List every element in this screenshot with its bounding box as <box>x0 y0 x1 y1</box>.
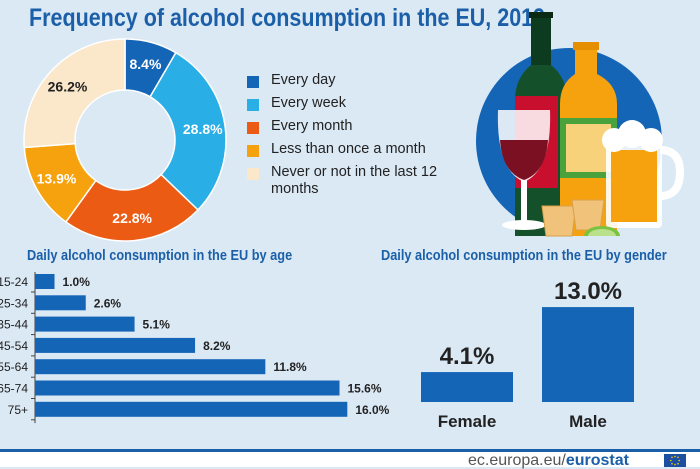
legend-swatch <box>247 99 259 111</box>
gender-value-label: 4.1% <box>440 343 495 370</box>
legend-swatch <box>247 145 259 157</box>
age-bar <box>35 401 348 417</box>
footer: ec.europa.eu/eurostat <box>0 449 700 469</box>
age-tick-label: 65-74 <box>0 382 28 396</box>
age-tick-label: 45-54 <box>0 339 28 353</box>
legend-swatch <box>247 122 259 134</box>
age-chart-title: Daily alcohol consumption in the EU by a… <box>27 248 293 264</box>
legend-swatch <box>247 76 259 88</box>
legend-label: Every month <box>271 118 353 134</box>
age-tick-label: 35-44 <box>0 318 28 332</box>
age-value-label: 2.6% <box>94 296 122 310</box>
footer-brand: eurostat <box>565 452 629 469</box>
legend-label: Every week <box>271 95 346 111</box>
footer-domain: ec.europa.eu/ <box>468 452 566 469</box>
age-bar <box>35 337 196 353</box>
gender-bar <box>421 372 513 402</box>
legend-label: Less than once a month <box>271 141 426 157</box>
age-bar <box>35 295 86 311</box>
page-title: Frequency of alcohol consumption in the … <box>29 4 546 32</box>
legend-label: Every day <box>271 72 336 88</box>
gender-value-label: 13.0% <box>554 278 622 305</box>
gender-bar <box>542 307 634 402</box>
age-bar <box>35 274 55 289</box>
donut-slice-every-month <box>64 173 199 242</box>
age-bar <box>35 359 266 375</box>
age-bar <box>35 316 135 332</box>
legend-swatch <box>247 168 259 180</box>
donut-label-never: 26.2% <box>48 79 88 95</box>
wine-glass-icon <box>497 110 551 230</box>
donut-label-less-than-monthly: 13.9% <box>37 170 77 186</box>
gender-chart-title: Daily alcohol consumption in the EU by g… <box>381 248 667 264</box>
donut-label-every-day: 8.4% <box>129 56 161 72</box>
age-tick-label: 75+ <box>8 403 28 417</box>
donut-slice-every-week <box>149 51 227 211</box>
age-tick-label: 55-64 <box>0 360 28 374</box>
gender-category-label: Female <box>438 412 497 431</box>
shot-glass-icon <box>541 199 605 237</box>
donut-label-every-month: 22.8% <box>112 210 152 226</box>
age-value-label: 11.8% <box>273 360 307 374</box>
donut-slice-never <box>23 38 126 149</box>
footer-link[interactable]: ec.europa.eu/eurostat <box>468 452 629 469</box>
eu-flag-icon <box>664 454 686 467</box>
beer-mug-icon <box>602 120 685 228</box>
age-value-label: 5.1% <box>143 318 171 332</box>
age-value-label: 16.0% <box>355 403 389 417</box>
lime-icon <box>584 226 620 236</box>
age-bar <box>35 380 340 396</box>
age-value-label: 15.6% <box>348 382 382 396</box>
age-value-label: 1.0% <box>63 275 91 289</box>
footer-rule <box>0 449 700 452</box>
legend-label: Never or not in the last 12 months <box>271 164 438 197</box>
gender-category-label: Male <box>569 412 607 431</box>
age-tick-label: 25-34 <box>0 296 28 310</box>
donut-label-every-week: 28.8% <box>183 121 223 137</box>
age-value-label: 8.2% <box>203 339 231 353</box>
age-tick-label: 15-24 <box>0 275 28 289</box>
